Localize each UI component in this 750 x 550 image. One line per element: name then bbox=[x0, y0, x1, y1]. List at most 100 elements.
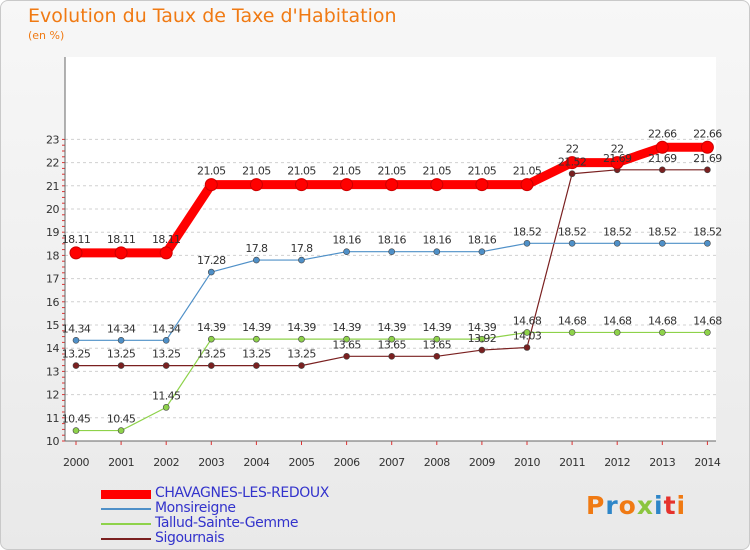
data-label: 21.05 bbox=[423, 165, 452, 178]
data-label: 17.28 bbox=[197, 254, 226, 267]
data-point bbox=[433, 248, 441, 255]
logo-letter: r bbox=[605, 491, 619, 520]
data-label: 14.39 bbox=[377, 321, 406, 334]
data-point bbox=[298, 256, 305, 264]
data-label: 14.39 bbox=[468, 321, 497, 334]
legend-label: CHAVAGNES-LES-REDOUX bbox=[155, 485, 329, 501]
data-label: 13.25 bbox=[107, 348, 136, 361]
data-point bbox=[430, 178, 444, 192]
data-label: 21.05 bbox=[377, 165, 406, 178]
proxiti-logo: Proxiti bbox=[586, 491, 686, 520]
data-label: 14.68 bbox=[693, 314, 722, 327]
data-point bbox=[117, 362, 125, 369]
data-label: 18.16 bbox=[423, 234, 452, 247]
data-label: 14.03 bbox=[513, 330, 542, 343]
chart-title: Evolution du Taux de Taxe d'Habitation bbox=[28, 5, 397, 27]
x-tick-label: 2004 bbox=[243, 456, 269, 469]
data-point bbox=[117, 337, 125, 344]
data-label: 21.05 bbox=[513, 165, 542, 178]
data-point bbox=[117, 427, 125, 434]
data-point bbox=[343, 248, 350, 255]
data-label: 21.05 bbox=[468, 165, 497, 178]
data-label: 18.52 bbox=[693, 225, 722, 238]
legend-swatch bbox=[101, 490, 151, 499]
x-tick-label: 2002 bbox=[153, 456, 179, 469]
data-point bbox=[72, 362, 80, 369]
data-label: 14.34 bbox=[62, 322, 91, 335]
data-label: 21.52 bbox=[558, 156, 587, 169]
data-point bbox=[655, 140, 669, 154]
y-tick-label: 14 bbox=[46, 342, 59, 355]
data-point bbox=[658, 240, 666, 247]
y-tick-label: 17 bbox=[46, 273, 59, 286]
legend-label: Sigournais bbox=[155, 530, 225, 546]
data-point bbox=[72, 337, 80, 344]
logo-letter: P bbox=[586, 491, 606, 520]
data-point bbox=[568, 170, 576, 178]
data-label: 13.65 bbox=[377, 338, 406, 351]
data-point bbox=[520, 178, 534, 192]
data-label: 13.25 bbox=[62, 348, 91, 361]
y-tick-label: 18 bbox=[46, 249, 59, 262]
x-tick-label: 2008 bbox=[424, 456, 450, 469]
legend-label: Tallud-Sainte-Gemme bbox=[155, 515, 299, 531]
data-point bbox=[208, 268, 215, 276]
data-label: 21.05 bbox=[197, 165, 226, 178]
data-point bbox=[704, 240, 711, 247]
data-point bbox=[388, 335, 396, 343]
data-point bbox=[208, 362, 215, 369]
data-point bbox=[208, 335, 215, 343]
data-point bbox=[658, 166, 666, 174]
data-point bbox=[162, 404, 170, 411]
data-point bbox=[69, 246, 83, 260]
legend-swatch bbox=[101, 523, 151, 525]
data-label: 18.52 bbox=[648, 225, 677, 238]
data-label: 21.05 bbox=[287, 165, 316, 178]
data-label: 13.65 bbox=[423, 338, 452, 351]
data-label: 14.39 bbox=[423, 321, 452, 334]
legend-swatch bbox=[101, 508, 151, 510]
x-tick-label: 2013 bbox=[649, 456, 675, 469]
data-point bbox=[565, 156, 579, 170]
data-point bbox=[700, 140, 714, 154]
data-label: 10.45 bbox=[62, 413, 91, 426]
data-point bbox=[475, 178, 489, 192]
data-label: 21.05 bbox=[332, 165, 361, 178]
legend-swatch bbox=[101, 538, 151, 540]
data-label: 21.69 bbox=[603, 152, 632, 165]
legend-label: Monsireigne bbox=[155, 500, 236, 516]
data-label: 13.25 bbox=[287, 348, 316, 361]
y-tick-label: 19 bbox=[46, 226, 59, 239]
data-label: 14.34 bbox=[107, 322, 136, 335]
data-label: 17.8 bbox=[290, 242, 313, 255]
data-point bbox=[433, 335, 441, 343]
x-tick-label: 2010 bbox=[514, 456, 540, 469]
data-point bbox=[704, 329, 711, 336]
data-point bbox=[162, 337, 170, 344]
logo-letter: x bbox=[636, 491, 654, 520]
data-label: 21.69 bbox=[693, 152, 722, 165]
data-label: 21.05 bbox=[242, 165, 271, 178]
data-label: 18.16 bbox=[377, 234, 406, 247]
x-tick-label: 2009 bbox=[469, 456, 495, 469]
data-point bbox=[253, 256, 260, 264]
data-label: 17.8 bbox=[245, 242, 268, 255]
x-tick-label: 2014 bbox=[694, 456, 720, 469]
data-point bbox=[385, 178, 399, 192]
data-label: 18.11 bbox=[62, 233, 91, 246]
x-tick-label: 2006 bbox=[334, 456, 360, 469]
x-tick-label: 2003 bbox=[198, 456, 224, 469]
logo-letter: i bbox=[676, 491, 687, 520]
y-tick-label: 20 bbox=[46, 203, 59, 216]
data-point bbox=[388, 353, 396, 360]
data-point bbox=[478, 346, 486, 354]
data-point bbox=[613, 329, 621, 336]
data-point bbox=[610, 156, 624, 170]
data-label: 14.39 bbox=[242, 321, 271, 334]
data-point bbox=[343, 335, 350, 343]
data-point bbox=[295, 178, 308, 192]
data-label: 22.66 bbox=[648, 127, 677, 140]
y-tick-label: 15 bbox=[46, 319, 59, 332]
x-tick-label: 2000 bbox=[63, 456, 89, 469]
